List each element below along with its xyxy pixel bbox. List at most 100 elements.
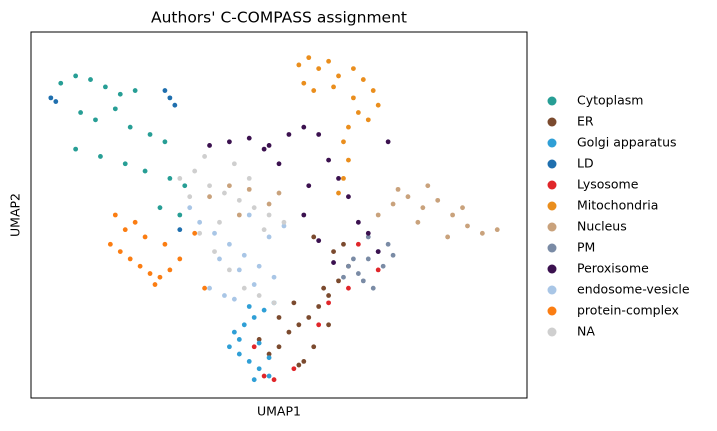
point [172, 102, 178, 108]
legend-marker [547, 264, 557, 274]
point [93, 117, 98, 123]
point [246, 176, 252, 181]
point [266, 212, 272, 218]
point [192, 230, 198, 236]
point [122, 161, 128, 167]
point [271, 274, 277, 280]
point [207, 183, 212, 189]
point [326, 58, 331, 64]
point [236, 351, 242, 357]
point [251, 377, 257, 383]
point [316, 66, 322, 71]
point [246, 359, 252, 364]
point [192, 168, 198, 174]
point [251, 205, 257, 211]
point [415, 219, 421, 225]
legend-label: Nucleus [577, 219, 627, 234]
point [162, 241, 168, 247]
point [177, 227, 183, 233]
point [177, 256, 183, 262]
point [246, 304, 252, 309]
point [197, 219, 203, 225]
point [365, 234, 371, 240]
point [241, 252, 247, 258]
point [152, 282, 158, 287]
point [365, 230, 371, 236]
point [276, 315, 282, 320]
point [212, 230, 217, 236]
legend-marker [547, 201, 557, 211]
point [236, 267, 242, 273]
legend-label: Lysosome [577, 177, 639, 192]
legend-label: Peroxisome [577, 261, 649, 276]
point [177, 176, 183, 181]
legend-marker [547, 243, 557, 253]
point [336, 176, 341, 181]
legend-label: PM [577, 240, 595, 255]
point [251, 344, 257, 350]
point [227, 183, 232, 189]
point [306, 55, 312, 61]
point [132, 88, 138, 93]
point [331, 84, 336, 90]
point [291, 366, 297, 372]
point [167, 267, 173, 273]
point [103, 84, 108, 90]
point [306, 315, 312, 320]
point [341, 241, 346, 247]
point [375, 212, 381, 218]
point [435, 197, 441, 203]
point [326, 293, 331, 298]
point [365, 256, 371, 262]
point [117, 91, 123, 97]
x-axis-label: UMAP1 [257, 404, 301, 419]
point [360, 278, 366, 284]
point [98, 154, 103, 159]
point [177, 212, 183, 218]
point [256, 263, 262, 269]
point [336, 278, 341, 284]
point [73, 73, 79, 79]
point [222, 293, 227, 298]
point [365, 117, 371, 123]
point [271, 377, 277, 383]
point [231, 296, 237, 302]
plot-frame [30, 31, 528, 399]
point [217, 256, 222, 262]
point [266, 355, 272, 361]
point [479, 230, 485, 236]
point [207, 194, 212, 200]
point [48, 95, 54, 101]
point [127, 256, 133, 262]
point [236, 197, 242, 203]
legend-label: LD [577, 156, 594, 171]
point [301, 80, 307, 86]
point [231, 329, 237, 335]
point [241, 322, 247, 328]
point [266, 351, 272, 357]
point [296, 322, 302, 328]
point [222, 190, 227, 196]
legend-label: protein-complex [577, 303, 679, 318]
point [331, 260, 336, 265]
point [326, 157, 331, 163]
point [197, 230, 203, 236]
point [355, 219, 361, 225]
point [157, 205, 163, 211]
point [207, 285, 212, 291]
point [147, 132, 153, 137]
point [107, 241, 113, 247]
point [385, 241, 391, 247]
point [246, 212, 252, 218]
point [331, 249, 336, 255]
point [227, 241, 232, 247]
point [256, 340, 262, 346]
point [311, 234, 317, 240]
point [286, 329, 292, 335]
point [167, 176, 173, 181]
point [301, 359, 307, 364]
point [281, 219, 287, 225]
point [346, 157, 351, 163]
point [460, 205, 465, 211]
